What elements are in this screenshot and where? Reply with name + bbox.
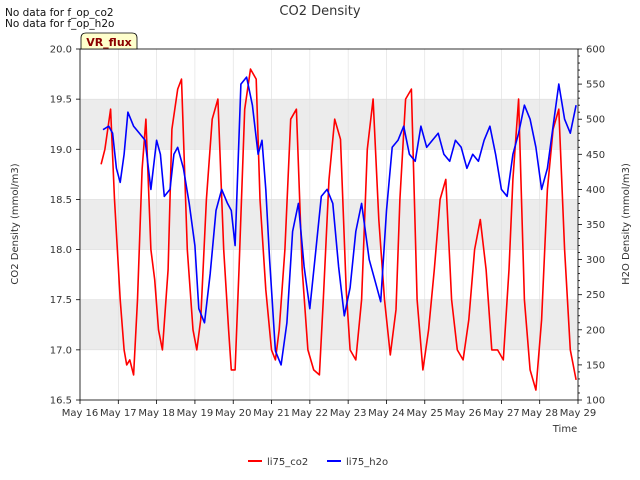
legend-label-h2o: li75_h2o: [346, 457, 388, 468]
legend-label-co2: li75_co2: [267, 457, 308, 468]
right-y-tick-label: 350: [586, 220, 605, 231]
vr-flux-badge: VR_flux: [80, 32, 138, 50]
no-data-note-h2o: No data for f_op_h2o: [5, 18, 115, 30]
badge-background: [80, 32, 138, 50]
no-data-note-co2: No data for f_op_co2: [5, 7, 114, 19]
left-y-tick-label: 18.5: [50, 195, 72, 206]
left-y-tick-label: 17.5: [50, 295, 72, 306]
right-axis-label: H2O Density (mmol/m3): [621, 163, 632, 285]
right-y-tick-label: 100: [586, 396, 605, 407]
x-tick-label: May 26: [445, 408, 482, 419]
x-axis: May 16 May 17 May 18 May 19 May 20 May 21 May …: [62, 400, 597, 419]
x-tick-label: May 25: [406, 408, 443, 419]
right-y-tick-label: 400: [586, 185, 605, 196]
left-y-tick-label: 20.0: [50, 45, 72, 56]
x-tick-label: May 20: [215, 408, 252, 419]
right-y-tick-label: 150: [586, 360, 605, 371]
x-tick-label: May 16: [62, 408, 99, 419]
right-y-tick-label: 450: [586, 150, 605, 161]
left-y-tick-label: 16.5: [50, 396, 72, 407]
x-tick-label: May 27: [483, 408, 520, 419]
x-axis-label: Time: [552, 424, 577, 435]
left-y-tick-label: 19.5: [50, 95, 72, 106]
series-line-li75_h2o: [102, 76, 577, 366]
background-band: [80, 299, 578, 350]
left-y-tick-label: 17.0: [50, 345, 72, 356]
background-band: [80, 199, 578, 250]
left-axis-label: CO2 Density (mmol/m3): [10, 163, 21, 284]
right-y-tick-label: 300: [586, 255, 605, 266]
left-y-tick-label: 18.0: [50, 245, 72, 256]
series-layer: [100, 68, 577, 391]
right-y-tick-label: 550: [586, 80, 605, 91]
chart-title: CO2 Density: [279, 4, 360, 19]
x-tick-label: May 28: [521, 408, 558, 419]
right-y-tick-label: 200: [586, 325, 605, 336]
x-tick-label: May 18: [138, 408, 175, 419]
background-band: [80, 99, 578, 150]
legend: li75_co2 li75_h2o: [248, 457, 388, 468]
x-tick-label: May 24: [368, 408, 405, 419]
right-y-axis: 100 150 200 250 300 350 400 450 500 550 600: [578, 45, 605, 407]
x-tick-label: May 23: [330, 408, 367, 419]
right-y-tick-label: 500: [586, 115, 605, 126]
series-line-li75_co2: [100, 68, 577, 391]
x-tick-label: May 29: [560, 408, 597, 419]
right-y-tick-label: 600: [586, 45, 605, 56]
x-tick-label: May 19: [177, 408, 214, 419]
left-y-tick-label: 19.0: [50, 145, 72, 156]
left-y-axis: 16.5 17.0 17.5 18.0 18.5 19.0 19.5 20.0: [50, 45, 80, 407]
badge-label: VR_flux: [86, 36, 132, 49]
background-bands: [80, 99, 578, 350]
x-tick-label: May 22: [292, 408, 329, 419]
x-tick-label: May 17: [100, 408, 137, 419]
x-tick-label: May 21: [253, 408, 290, 419]
right-y-tick-label: 250: [586, 290, 605, 301]
